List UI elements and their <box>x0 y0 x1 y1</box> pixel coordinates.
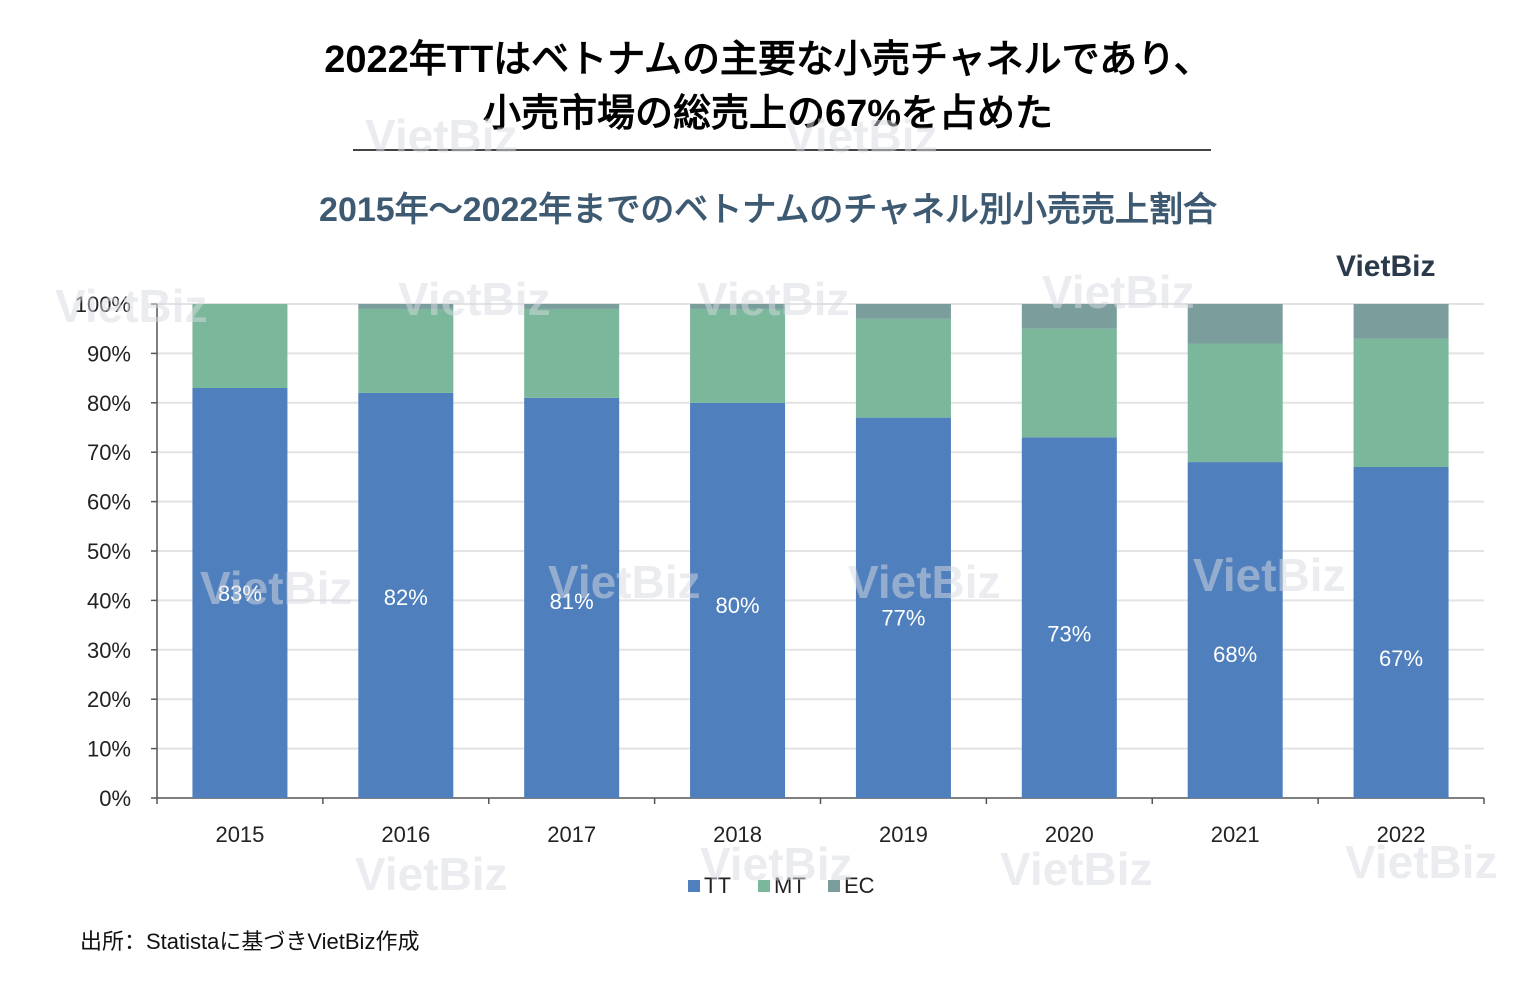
bar-ec-2016 <box>358 304 454 309</box>
y-tick-label: 10% <box>87 737 131 762</box>
data-label: 83% <box>218 581 262 606</box>
legend-swatch-mt <box>758 880 770 892</box>
x-tick-label: 2019 <box>879 822 928 847</box>
data-label: 77% <box>881 605 925 630</box>
watermark: VietBiz <box>1042 266 1195 318</box>
x-tick-label: 2016 <box>381 822 430 847</box>
x-tick-label: 2021 <box>1211 822 1260 847</box>
x-tick-label: 2017 <box>547 822 596 847</box>
bar-mt-2021 <box>1187 343 1283 463</box>
title-divider <box>353 149 1211 151</box>
bar-tt-2016 <box>358 392 454 798</box>
watermark: VietBiz <box>398 273 551 325</box>
watermark: VietBiz <box>365 110 518 162</box>
title-line-2: 小売市場の総売上の67%を占めた <box>482 93 1054 135</box>
source-note: 出所：Statistaに基づきVietBiz作成 <box>80 929 420 954</box>
x-tick-label: 2015 <box>215 822 264 847</box>
bar-mt-2022 <box>1353 338 1449 468</box>
watermark: VietBiz <box>355 848 508 900</box>
bar-ec-2018 <box>690 304 786 309</box>
bar-mt-2020 <box>1021 328 1117 438</box>
bar-mt-2016 <box>358 308 454 393</box>
watermark: VietBiz <box>548 556 701 608</box>
bar-ec-2022 <box>1353 304 1449 339</box>
y-tick-label: 30% <box>87 638 131 663</box>
bar-tt-2017 <box>524 397 620 798</box>
bar-mt-2015 <box>192 304 288 388</box>
legend-label-tt: TT <box>704 873 731 898</box>
y-tick-label: 90% <box>87 341 131 366</box>
y-tick-label: 40% <box>87 588 131 613</box>
data-label: 82% <box>384 585 428 610</box>
y-tick-label: 60% <box>87 490 131 515</box>
bar-mt-2018 <box>690 308 786 403</box>
bar-tt-2020 <box>1021 437 1117 798</box>
data-label: 67% <box>1379 646 1423 671</box>
bar-ec-2021 <box>1187 304 1283 344</box>
bar-tt-2015 <box>192 387 288 798</box>
watermark: VietBiz <box>55 280 208 332</box>
bar-mt-2017 <box>524 308 620 398</box>
bar-tt-2022 <box>1353 467 1449 798</box>
watermark: VietBiz <box>1345 836 1498 888</box>
y-tick-label: 100% <box>75 292 131 317</box>
data-label: 68% <box>1213 642 1257 667</box>
bar-tt-2021 <box>1187 462 1283 798</box>
bar-ec-2019 <box>855 304 951 319</box>
bar-mt-2019 <box>855 318 951 418</box>
watermark: VietBiz <box>697 273 850 325</box>
watermark: VietBiz <box>200 562 353 614</box>
watermark: VietBiz <box>1193 549 1346 601</box>
y-tick-label: 50% <box>87 539 131 564</box>
legend-swatch-tt <box>688 880 700 892</box>
bar-ec-2017 <box>524 304 620 309</box>
y-tick-label: 0% <box>99 786 131 811</box>
watermark: VietBiz <box>785 110 938 162</box>
data-label: 80% <box>716 593 760 618</box>
data-label: 73% <box>1047 622 1091 647</box>
vietbiz-logo: VietBiz <box>1336 250 1436 283</box>
bar-tt-2018 <box>690 402 786 798</box>
legend-swatch-ec <box>828 880 840 892</box>
x-tick-label: 2018 <box>713 822 762 847</box>
legend-label-mt: MT <box>774 873 806 898</box>
watermark: VietBiz <box>700 838 853 890</box>
title-line-1: 2022年TTはベトナムの主要な小売チャネルであり、 <box>324 39 1212 81</box>
watermark: VietBiz <box>848 556 1001 608</box>
data-label: 81% <box>550 589 594 614</box>
chart-title: 2015年～2022年までのベトナムのチャネル別小売売上割合 <box>319 191 1217 229</box>
bar-tt-2019 <box>855 417 951 798</box>
y-tick-label: 70% <box>87 440 131 465</box>
x-tick-label: 2020 <box>1045 822 1094 847</box>
bar-ec-2020 <box>1021 304 1117 329</box>
y-tick-label: 80% <box>87 391 131 416</box>
legend-label-ec: EC <box>844 873 875 898</box>
y-tick-label: 20% <box>87 687 131 712</box>
watermark: VietBiz <box>1000 843 1153 895</box>
x-tick-label: 2022 <box>1377 822 1426 847</box>
